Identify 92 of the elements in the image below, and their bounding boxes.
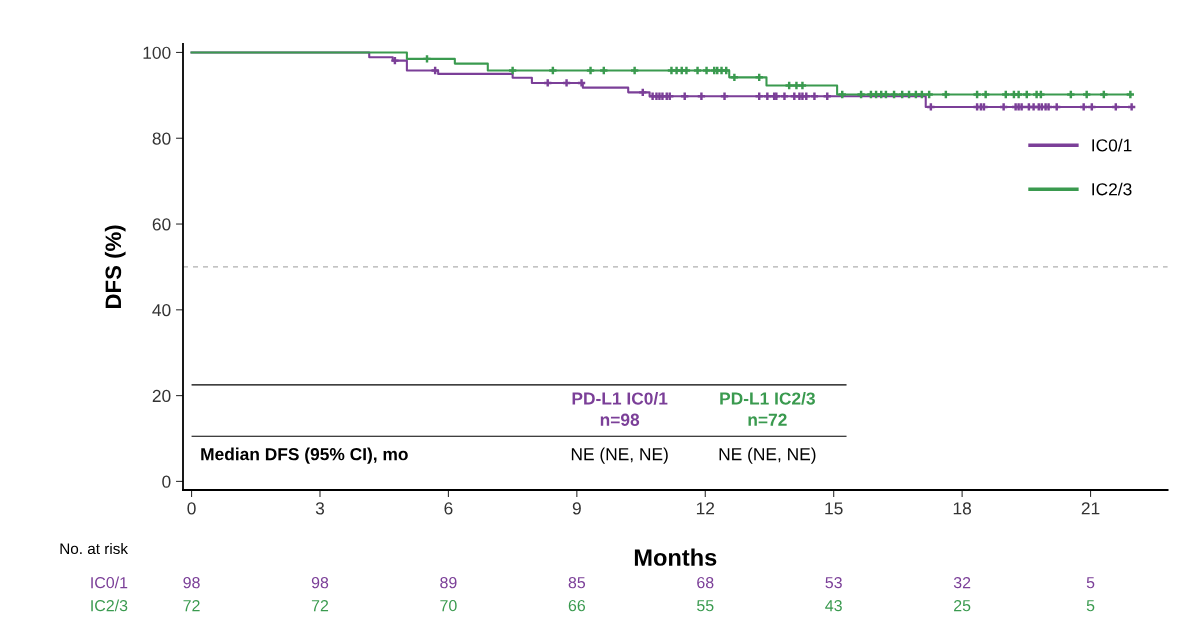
point	[720, 92, 729, 100]
point	[693, 66, 702, 75]
point	[905, 90, 913, 99]
point	[391, 56, 399, 65]
annotation: NE (NE, NE)	[571, 447, 668, 464]
point	[639, 88, 647, 97]
point	[999, 103, 1008, 111]
point	[1127, 103, 1136, 111]
x-tick-label: 12	[696, 502, 715, 515]
point	[1023, 90, 1031, 99]
x-tick-label: 3	[315, 502, 325, 515]
point	[857, 90, 865, 99]
point	[1080, 103, 1088, 111]
text: 98	[183, 576, 200, 589]
text: 85	[568, 576, 586, 589]
text: 25	[954, 599, 971, 612]
point	[722, 66, 730, 75]
x-tick-label: 21	[1081, 502, 1100, 515]
point	[423, 55, 431, 63]
point	[780, 92, 789, 100]
point	[981, 90, 990, 99]
x-tick-label: 0	[187, 502, 196, 515]
point	[763, 92, 772, 100]
text: 68	[697, 576, 714, 589]
text: 66	[568, 599, 586, 612]
x-tick-label: 15	[825, 502, 843, 515]
annotation: PD-L1 IC2/3 n=72	[720, 391, 815, 426]
point	[508, 66, 517, 75]
point	[798, 81, 807, 90]
y-tick-label: 20	[152, 389, 171, 403]
y-tick-label: 0	[162, 475, 171, 488]
point	[577, 79, 586, 87]
text: 72	[183, 599, 200, 612]
text: 98	[311, 576, 329, 589]
point	[927, 103, 935, 111]
text: 89	[440, 576, 457, 589]
y-tick-label: 60	[152, 218, 171, 231]
point	[925, 90, 933, 99]
point	[785, 81, 793, 90]
text: IC2/3	[91, 599, 128, 612]
legend-label: IC2/3	[1092, 182, 1132, 196]
point	[1014, 90, 1023, 99]
point	[562, 79, 571, 87]
point	[549, 66, 557, 75]
annotation: NE (NE, NE)	[719, 447, 816, 464]
y-tick-label: 40	[152, 303, 171, 317]
point	[792, 81, 801, 90]
point	[838, 90, 846, 99]
text: 53	[825, 576, 842, 589]
point	[1037, 90, 1045, 99]
point	[918, 90, 926, 99]
text: 70	[440, 599, 457, 612]
text: 55	[697, 600, 714, 612]
point	[600, 66, 608, 75]
point	[1100, 90, 1108, 99]
text: 43	[825, 599, 842, 612]
x-tick-label: 6	[444, 502, 453, 515]
point	[1083, 90, 1091, 99]
text: No. at risk	[60, 542, 129, 555]
y-axis-title: DFS (%)	[104, 225, 126, 309]
x-tick-label: 9	[572, 502, 581, 515]
text: 5	[1086, 600, 1095, 612]
point	[586, 66, 595, 75]
text: 32	[953, 576, 971, 589]
point	[697, 92, 706, 100]
annotation: Median DFS (95% CI), mo	[201, 447, 408, 464]
point	[630, 66, 639, 75]
point	[802, 92, 810, 100]
x-axis-title: Months	[634, 548, 717, 566]
point	[682, 66, 691, 75]
point	[882, 90, 890, 99]
y-tick-label: 100	[143, 46, 171, 59]
point	[702, 66, 711, 75]
annotation: PD-L1 IC0/1 n=98	[572, 391, 668, 426]
legend-label: IC0/1	[1092, 138, 1132, 152]
point	[1067, 90, 1075, 99]
text: IC0/1	[91, 576, 128, 589]
text: 72	[311, 599, 329, 612]
point	[1126, 90, 1135, 99]
point	[973, 90, 981, 99]
point	[1002, 90, 1010, 99]
text: 5	[1086, 577, 1095, 589]
point	[681, 92, 689, 100]
point	[755, 73, 763, 82]
y-tick-label: 80	[152, 132, 171, 145]
point	[431, 66, 439, 75]
point	[730, 73, 739, 82]
point	[1088, 103, 1096, 111]
point	[810, 92, 819, 100]
x-tick-label: 18	[953, 502, 972, 515]
point	[890, 90, 898, 99]
point	[942, 90, 950, 99]
